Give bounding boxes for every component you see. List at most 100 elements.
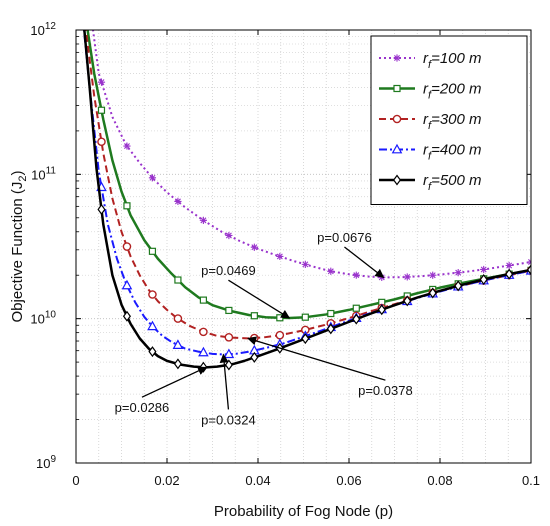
legend-entry: rf=200 m (379, 81, 482, 102)
x-tick-label: 0.02 (154, 473, 179, 488)
series-marker (97, 137, 106, 147)
series-marker (276, 252, 284, 261)
annotation-label: p=0.0324 (201, 412, 256, 427)
y-tick-label: 1010 (30, 310, 56, 327)
series-marker (97, 203, 106, 215)
series-marker (301, 313, 309, 321)
y-tick-label: 1012 (30, 21, 56, 38)
series-marker (148, 290, 157, 299)
x-tick-label: 0 (72, 473, 79, 488)
series-marker (326, 323, 335, 335)
series-marker (121, 279, 133, 290)
legend-swatch-marker (392, 174, 402, 186)
annotations: p=0.0676 p=0.0469 p=0.0378 p=0.0324 p=0.0286 (115, 230, 413, 427)
x-tick-label: 0.08 (427, 473, 452, 488)
annotation-label: p=0.0469 (201, 263, 256, 278)
annotation-label: p=0.0378 (358, 383, 413, 398)
annotation-arrow (219, 353, 230, 410)
series-marker (454, 280, 463, 292)
series-marker (301, 260, 309, 268)
legend-label: rf=200 m (423, 81, 482, 102)
x-tick-label: 0.04 (245, 473, 270, 488)
legend-swatch-marker (391, 143, 403, 154)
legend-entry: rf=100 m (379, 50, 482, 71)
legend-label: rf=500 m (423, 172, 482, 193)
series-marker (403, 273, 411, 281)
y-tick-label: 109 (36, 454, 56, 471)
series-marker (352, 313, 361, 325)
series-marker (403, 295, 412, 307)
annotation-arrow (141, 366, 207, 398)
series-marker (301, 333, 310, 345)
series-marker (505, 261, 513, 270)
legend-label: rf=400 m (423, 142, 482, 163)
series-marker (173, 358, 182, 370)
series-5 (83, 30, 531, 373)
series-marker (148, 174, 157, 182)
series-marker (198, 346, 209, 357)
series-marker (199, 327, 208, 337)
legend: rf=100 m rf=200 m rf=300 m rf=400 m rf=500 m (370, 35, 528, 205)
axis-ticks: 0 0.02 0.04 0.06 0.08 0.1 109 1010 1011 1012 (30, 21, 540, 488)
series-marker (122, 310, 132, 322)
annotation-arrow (344, 246, 385, 279)
series-marker (148, 346, 157, 358)
series-marker (174, 276, 182, 284)
series-marker (123, 202, 131, 210)
series-marker (224, 333, 234, 342)
series-marker (173, 314, 183, 323)
series-marker (479, 274, 488, 286)
legend-entry: rf=300 m (379, 111, 482, 132)
series-marker (123, 142, 131, 150)
series-marker (250, 351, 259, 363)
series-marker (480, 265, 488, 274)
legend-swatch-marker (393, 54, 401, 62)
series-marker (250, 243, 258, 251)
x-tick-label: 0.1 (522, 473, 540, 488)
annotation-arrow (228, 279, 291, 319)
series-marker (250, 312, 258, 320)
legend-label: rf=100 m (423, 50, 482, 71)
legend-label: rf=300 m (423, 111, 482, 132)
series-marker (147, 320, 158, 331)
series-marker (276, 314, 284, 322)
series-marker (199, 216, 207, 224)
series-marker (148, 247, 157, 255)
series-marker (172, 339, 184, 349)
series-marker (352, 271, 360, 279)
series-marker (97, 78, 106, 86)
annotation-label: p=0.0676 (317, 230, 372, 245)
series-marker (275, 330, 285, 340)
legend-entry: rf=500 m (379, 172, 482, 193)
series-marker (428, 287, 437, 299)
series-marker (505, 268, 514, 280)
y-axis-label: Objective Function (J2) (9, 170, 29, 322)
series-marker (225, 231, 233, 240)
series-marker (327, 267, 335, 275)
y-axis-label-main: Objective Function (J (9, 182, 26, 323)
series-marker (352, 304, 360, 312)
annotation-arrow (247, 336, 386, 381)
series-marker (429, 271, 437, 279)
series-marker (97, 106, 106, 114)
series-marker (225, 306, 233, 315)
x-tick-label: 0.06 (336, 473, 361, 488)
legend-swatch-marker (393, 84, 401, 93)
x-axis-label: Probability of Fog Node (p) (214, 503, 393, 520)
y-axis-label-sub: 2 (17, 175, 29, 181)
series-marker (327, 309, 335, 318)
annotation-label: p=0.0286 (115, 400, 170, 415)
series-marker (122, 242, 132, 251)
legend-entry: rf=400 m (379, 142, 482, 163)
plot-frame (75, 29, 532, 464)
legend-swatch-marker (392, 114, 402, 124)
y-axis-label-close: ) (9, 170, 26, 175)
series-marker (174, 197, 182, 205)
series-marker (454, 269, 462, 277)
y-tick-label: 1011 (31, 165, 56, 182)
series-marker (199, 296, 207, 304)
series-line (92, 30, 531, 279)
series-marker (377, 304, 386, 316)
series-layer (82, 30, 531, 373)
